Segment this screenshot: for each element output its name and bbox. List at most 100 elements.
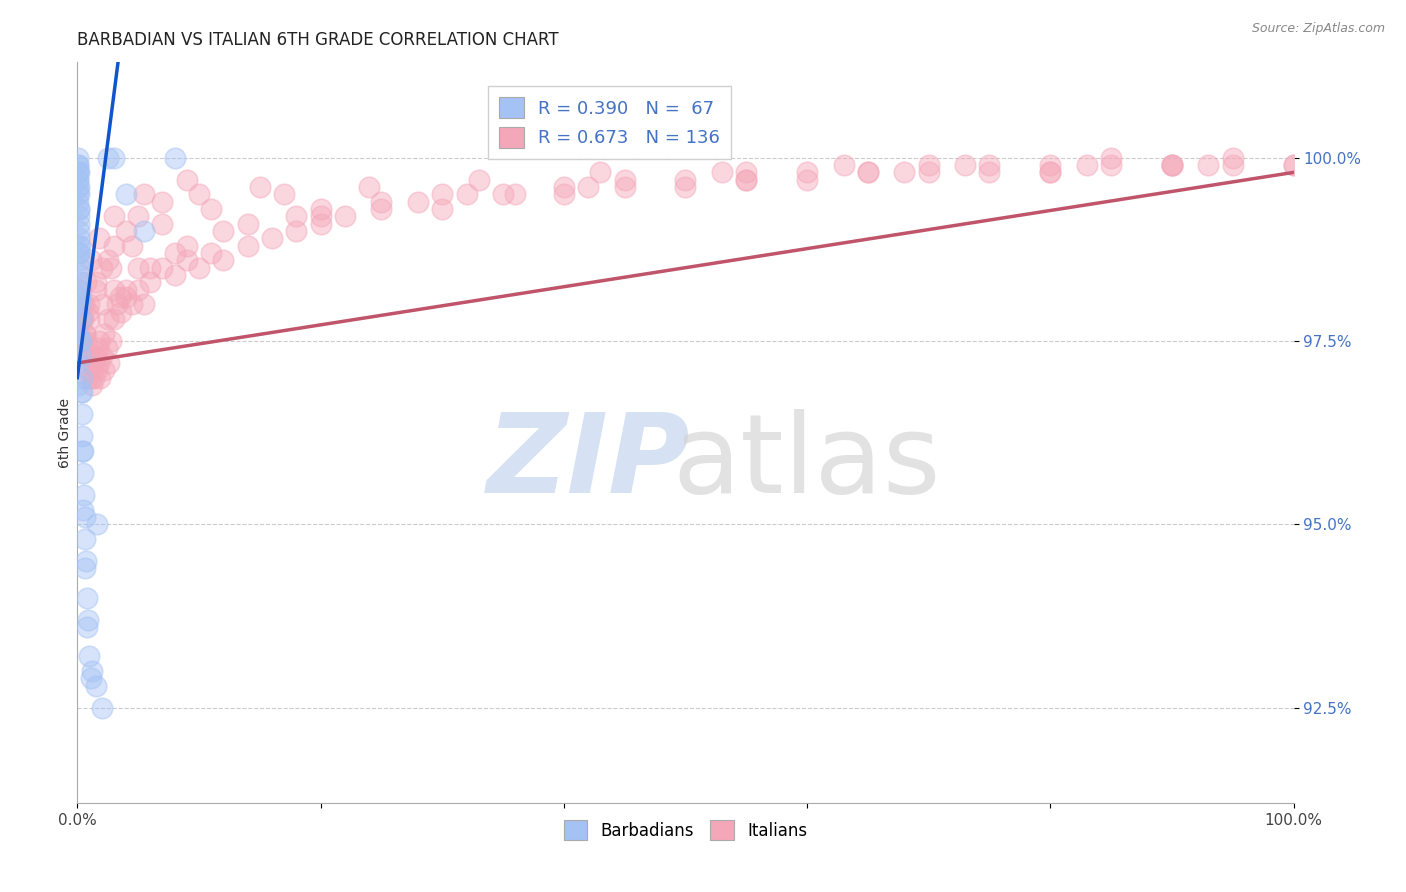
Point [77,349,100,363]
Point [67,304,90,318]
Point [70,407,93,421]
Point [370,202,392,216]
Point [188,260,211,275]
Point [1197,158,1219,172]
Point [97,253,120,268]
Point [796,165,818,179]
Point [73,510,96,524]
Point [1222,151,1244,165]
Point [67,187,90,202]
Point [72,312,94,326]
Point [430,187,453,202]
Point [80,378,103,392]
Point [67,165,90,179]
Point [103,283,125,297]
Point [430,202,453,216]
Point [73,326,96,341]
Point [249,180,271,194]
Point [152,217,174,231]
Point [134,297,156,311]
Point [67,356,90,370]
Point [67,180,90,194]
Point [73,326,96,341]
Point [856,165,879,179]
Point [70,341,93,355]
Point [1099,158,1122,172]
Point [176,253,198,268]
Point [67,172,90,186]
Point [103,210,125,224]
Point [72,502,94,516]
Point [67,187,90,202]
Point [80,370,103,384]
Point [107,297,129,311]
Point [90,260,112,275]
Point [152,194,174,209]
Point [576,180,599,194]
Point [77,613,100,627]
Point [127,260,149,275]
Y-axis label: 6th Grade: 6th Grade [58,398,72,467]
Point [467,172,489,186]
Point [69,385,91,400]
Point [80,671,103,685]
Point [1039,165,1062,179]
Point [1282,158,1305,172]
Point [97,312,120,326]
Point [97,151,120,165]
Point [103,312,125,326]
Point [796,172,818,186]
Point [735,172,758,186]
Point [67,217,90,231]
Point [139,260,162,275]
Point [89,356,111,370]
Point [856,165,879,179]
Point [79,312,101,326]
Point [115,283,138,297]
Point [893,165,915,179]
Point [70,444,93,458]
Text: BARBADIAN VS ITALIAN 6TH GRADE CORRELATION CHART: BARBADIAN VS ITALIAN 6TH GRADE CORRELATI… [77,31,560,49]
Point [67,158,90,172]
Point [82,356,104,370]
Point [100,260,122,275]
Point [73,488,96,502]
Point [492,187,515,202]
Point [333,210,356,224]
Point [69,268,91,282]
Point [163,246,186,260]
Point [953,158,976,172]
Point [73,297,96,311]
Point [110,304,132,318]
Point [134,224,156,238]
Point [73,561,96,575]
Point [76,341,98,355]
Point [70,312,93,326]
Point [70,283,93,297]
Point [100,334,122,348]
Point [90,297,112,311]
Point [103,151,125,165]
Point [176,238,198,252]
Point [67,224,90,238]
Point [84,283,107,297]
Point [832,158,855,172]
Point [979,158,1001,172]
Point [70,334,93,348]
Point [69,253,91,268]
Point [97,356,120,370]
Point [1161,158,1184,172]
Point [163,151,186,165]
Point [67,194,90,209]
Point [273,187,295,202]
Point [67,238,90,252]
Point [72,444,94,458]
Point [710,165,733,179]
Point [79,649,101,664]
Point [67,165,90,179]
Point [108,290,131,304]
Point [69,297,91,311]
Point [979,165,1001,179]
Point [115,224,138,238]
Point [134,187,156,202]
